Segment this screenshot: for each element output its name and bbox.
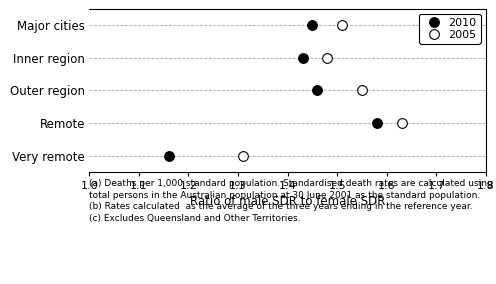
- X-axis label: Ratio of male SDR to female SDR: Ratio of male SDR to female SDR: [190, 195, 385, 208]
- Legend: 2010, 2005: 2010, 2005: [419, 14, 481, 43]
- Text: (a) Deaths per 1,000 standard population. Standardised death rates are calculate: (a) Deaths per 1,000 standard population…: [89, 179, 496, 223]
